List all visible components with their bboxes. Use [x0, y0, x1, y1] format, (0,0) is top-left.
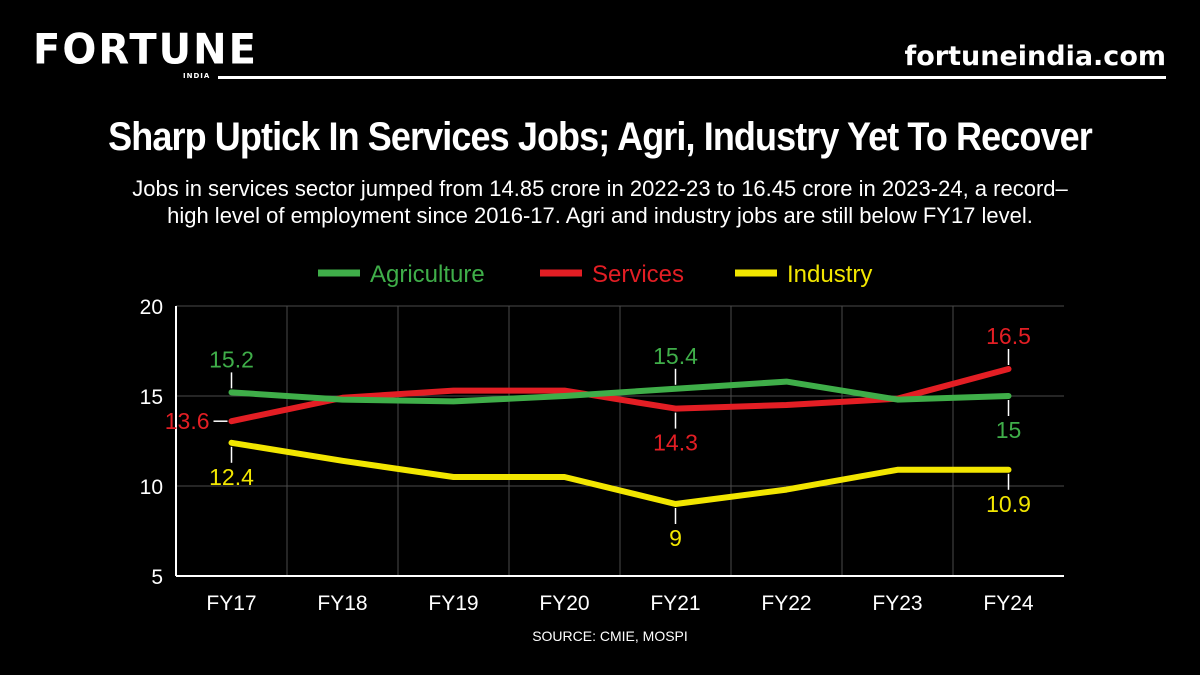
x-tick-label: FY21 [650, 592, 700, 615]
chart-title: Sharp Uptick In Services Jobs; Agri, Ind… [108, 115, 1093, 159]
legend-label-agriculture: Agriculture [370, 261, 485, 288]
data-label-agriculture: 15.2 [209, 346, 254, 372]
x-tick-label: FY17 [206, 592, 256, 615]
header-rule [218, 76, 1166, 79]
subtitle-line-1: Jobs in services sector jumped from 14.8… [132, 176, 1068, 201]
site-url[interactable]: fortuneindia.com [904, 41, 1167, 72]
legend-label-industry: Industry [787, 261, 872, 288]
data-label-services: 13.6 [165, 408, 210, 434]
y-tick-label: 15 [140, 386, 163, 409]
y-tick-label: 20 [140, 296, 163, 319]
data-label-agriculture: 15 [996, 417, 1022, 443]
data-label-agriculture: 15.4 [653, 343, 698, 369]
data-label-industry: 12.4 [209, 464, 254, 490]
data-label-services: 14.3 [653, 430, 698, 456]
data-label-industry: 9 [669, 525, 682, 551]
x-tick-label: FY19 [428, 592, 478, 615]
x-tick-label: FY18 [317, 592, 367, 615]
source-note: SOURCE: CMIE, MOSPI [532, 628, 688, 644]
data-label-industry: 10.9 [986, 491, 1031, 517]
y-tick-label: 5 [151, 566, 163, 589]
chart-subtitle: Jobs in services sector jumped from 14.8… [40, 175, 1160, 229]
legend-label-services: Services [592, 261, 684, 288]
fortune-logo-sub: INDIA [183, 72, 211, 80]
fortune-logo: FORTUNE [33, 25, 258, 75]
series-line-industry [228, 439, 1012, 507]
x-tick-label: FY24 [983, 592, 1034, 615]
x-tick-label: FY23 [872, 592, 922, 615]
x-tick-label: FY22 [761, 592, 811, 615]
series-line-services [228, 366, 1012, 425]
series-line-agriculture [228, 378, 1012, 405]
y-tick-label: 10 [140, 476, 163, 499]
x-tick-label: FY20 [539, 592, 589, 615]
data-label-services: 16.5 [986, 323, 1031, 349]
subtitle-line-2: high level of employment since 2016-17. … [167, 203, 1033, 228]
